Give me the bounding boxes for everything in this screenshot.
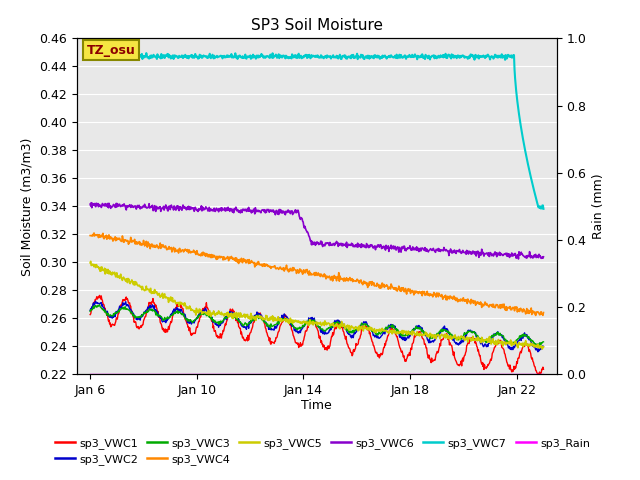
Title: SP3 Soil Moisture: SP3 Soil Moisture (251, 18, 383, 33)
X-axis label: Time: Time (301, 398, 332, 411)
Y-axis label: Rain (mm): Rain (mm) (592, 174, 605, 239)
Legend: sp3_VWC1, sp3_VWC2, sp3_VWC3, sp3_VWC4, sp3_VWC5, sp3_VWC6, sp3_VWC7, sp3_Rain: sp3_VWC1, sp3_VWC2, sp3_VWC3, sp3_VWC4, … (51, 433, 595, 469)
Text: TZ_osu: TZ_osu (86, 44, 135, 57)
Y-axis label: Soil Moisture (m3/m3): Soil Moisture (m3/m3) (20, 137, 34, 276)
